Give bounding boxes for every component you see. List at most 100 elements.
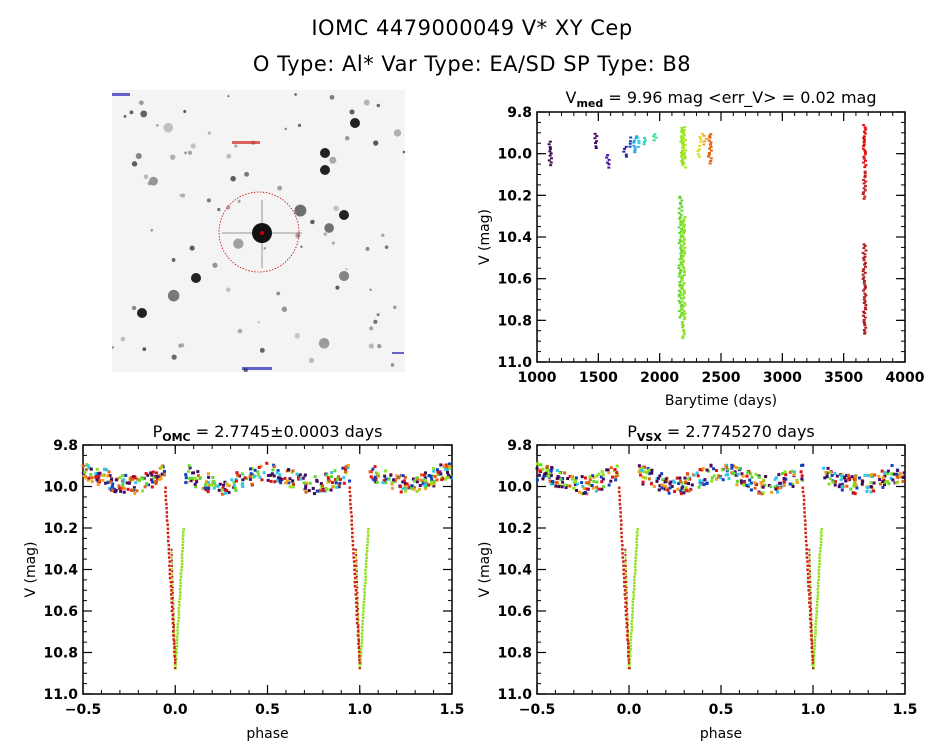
data-point: [814, 625, 817, 629]
data-point: [356, 625, 360, 629]
data-point: [809, 602, 812, 605]
data-point: [535, 478, 539, 482]
data-point: [342, 466, 346, 470]
data-point: [171, 617, 174, 621]
data-point: [782, 483, 786, 487]
data-point: [313, 475, 317, 479]
field-star: [335, 285, 340, 290]
data-point: [321, 484, 325, 488]
data-point: [714, 468, 718, 472]
data-point: [650, 468, 654, 472]
data-point: [680, 153, 684, 156]
data-point: [677, 481, 681, 485]
target-center-mark: [260, 231, 264, 235]
data-point: [361, 619, 364, 623]
data-point: [860, 482, 864, 486]
data-point: [171, 575, 174, 578]
data-point: [561, 480, 565, 484]
data-point: [620, 535, 623, 539]
data-point: [709, 149, 713, 152]
data-point: [862, 302, 866, 305]
data-point: [624, 554, 627, 557]
data-point: [98, 471, 102, 475]
data-point: [630, 629, 634, 632]
data-point: [124, 473, 128, 477]
data-point: [374, 480, 378, 484]
data-point: [681, 147, 685, 150]
field-star: [167, 289, 180, 302]
data-point: [174, 661, 177, 664]
data-point: [833, 480, 837, 484]
x-tick-label: −0.5: [519, 702, 556, 718]
data-point: [624, 567, 627, 570]
data-point: [167, 556, 171, 559]
data-point: [802, 498, 806, 502]
data-point: [376, 472, 380, 476]
data-point: [680, 285, 684, 288]
data-point: [625, 594, 628, 597]
data-point: [593, 132, 597, 135]
data-point: [223, 491, 227, 495]
data-point: [130, 488, 134, 492]
data-point: [853, 477, 857, 481]
data-point: [171, 621, 175, 625]
data-point: [403, 484, 407, 488]
data-point: [626, 654, 630, 658]
data-point: [835, 474, 839, 478]
data-point: [96, 483, 100, 487]
data-point: [896, 469, 900, 473]
data-point: [355, 575, 358, 578]
data-point: [902, 471, 906, 475]
data-point: [692, 473, 696, 477]
data-point: [101, 473, 105, 477]
data-point: [582, 491, 586, 495]
data-point: [106, 474, 110, 478]
data-point: [634, 562, 637, 566]
data-point: [353, 568, 356, 572]
data-point: [634, 569, 637, 572]
data-point: [647, 468, 651, 472]
data-point: [839, 478, 843, 482]
x-tick-label: 3500: [824, 370, 863, 386]
data-point: [171, 567, 174, 570]
data-point: [704, 137, 708, 140]
data-point: [342, 476, 346, 480]
data-point: [248, 477, 252, 481]
data-point: [584, 481, 588, 485]
data-point: [682, 290, 686, 293]
data-point: [677, 264, 681, 267]
data-point: [784, 473, 788, 477]
data-point: [236, 473, 240, 477]
data-point: [619, 507, 622, 510]
data-point: [172, 599, 175, 602]
data-point: [329, 488, 333, 492]
data-point: [154, 471, 158, 475]
field-star: [227, 95, 230, 98]
data-point: [435, 478, 439, 482]
data-point: [307, 489, 311, 493]
data-point: [681, 145, 685, 148]
data-point: [862, 187, 866, 190]
data-point: [681, 293, 685, 296]
data-point: [179, 591, 182, 594]
data-point: [609, 466, 613, 470]
data-point: [357, 615, 360, 618]
data-point: [682, 153, 686, 156]
field-star: [390, 363, 395, 367]
data-point: [355, 601, 358, 604]
data-point: [620, 523, 623, 526]
data-point: [863, 126, 867, 129]
field-star: [377, 343, 382, 349]
data-point: [206, 486, 210, 490]
data-point: [403, 486, 407, 490]
data-point: [319, 482, 323, 486]
data-point: [790, 469, 794, 473]
data-point: [111, 488, 115, 492]
data-point: [218, 482, 222, 486]
data-point: [698, 480, 702, 484]
data-point: [412, 487, 416, 491]
data-point: [679, 291, 683, 294]
data-point: [682, 491, 686, 495]
data-point: [111, 482, 115, 486]
